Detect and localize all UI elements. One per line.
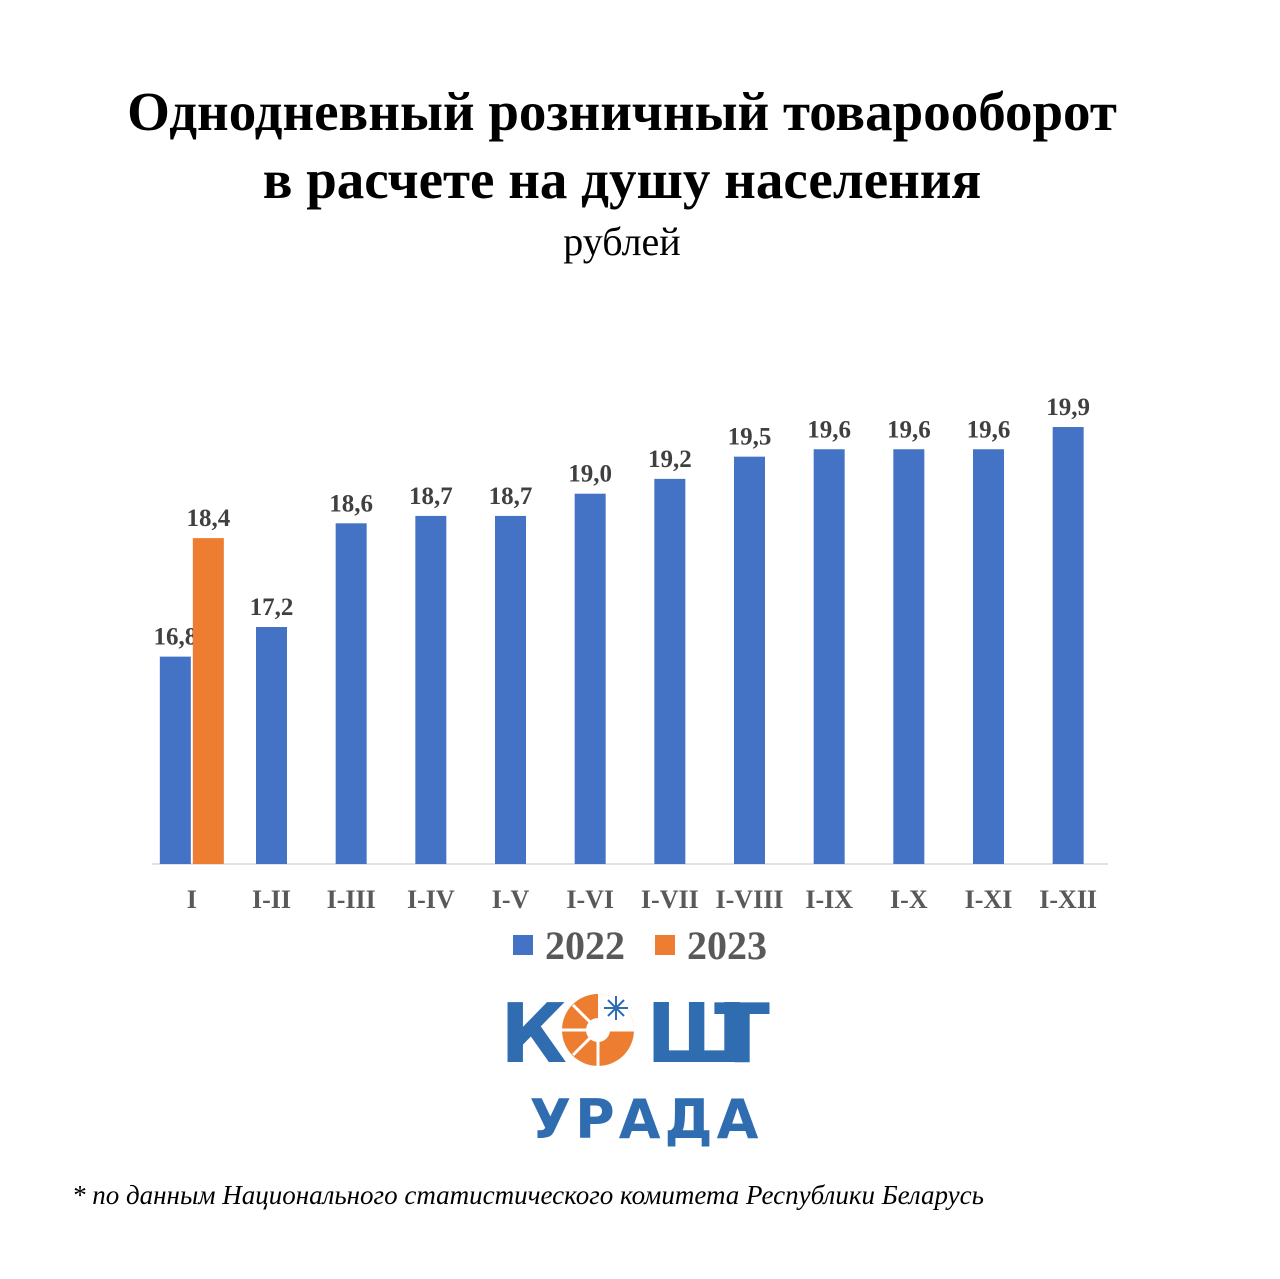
x-tick-label-I-VIII: I-VIII (716, 885, 784, 914)
data-label-2022-I-XII: 19,9 (1046, 394, 1090, 421)
data-label-2022-I: 16,8 (153, 624, 197, 651)
bar-2022-I (159, 656, 191, 864)
chart-title-line-1: Однодневный розничный товарооборот (127, 81, 1117, 142)
chart-subtitle: рублей (563, 219, 681, 264)
logo-letter-t: Т (714, 987, 770, 1080)
legend-swatch-2023 (655, 935, 675, 955)
chart-title: Однодневный розничный товарооборот в рас… (0, 78, 1244, 214)
bar-2022-I-VI (574, 493, 606, 864)
chart-legend: 2022 2023 (0, 918, 1280, 969)
chart-title-line-2: в расчете на душу населения (262, 149, 982, 210)
data-label-2022-I-III: 18,6 (329, 490, 373, 517)
x-tick-label-I-X: I-X (890, 885, 928, 914)
data-label-2022-I-IX: 19,6 (807, 416, 851, 443)
x-tick-label-I-II: I-II (252, 885, 291, 914)
bar-2022-I-IV (415, 515, 447, 864)
legend-label-2023: 2023 (687, 922, 767, 968)
legend-swatch-2022 (513, 935, 533, 955)
logo-letters-sht: Ш (646, 987, 747, 1080)
snowflake-icon (604, 996, 628, 1020)
x-tick-label-I-VI: I-VI (566, 885, 614, 914)
bar-2022-I-VIII (734, 456, 765, 864)
bar-2022-I-II (256, 627, 287, 864)
logo-urada: УРАДА (529, 1088, 763, 1151)
x-tick-label-I-XII: I-XII (1039, 885, 1097, 914)
data-label-2022-I-II: 17,2 (250, 594, 294, 621)
data-label-2022-I-X: 19,6 (887, 416, 931, 443)
data-label-2022-I-VII: 19,2 (648, 446, 692, 473)
legend-label-2022: 2022 (545, 922, 625, 968)
bar-2022-I-V (495, 515, 526, 864)
logo-orange-icon (562, 994, 634, 1066)
x-tick-label-I-V: I-V (492, 885, 530, 914)
logo-kosht: К Ш Т (500, 987, 770, 1080)
footnote: * по данным Национального статистическог… (72, 1180, 984, 1210)
bar-2023-I (192, 538, 224, 864)
x-tick-label-I-III: I-III (327, 885, 376, 914)
x-tick-label-I-IV: I-IV (407, 885, 455, 914)
x-tick-label-I-VII: I-VII (641, 885, 699, 914)
x-tick-label-I-IX: I-IX (805, 885, 853, 914)
bar-2022-I-VII (654, 478, 686, 864)
logo-letter-k: К (500, 987, 567, 1080)
bar-2022-I-X (893, 449, 925, 864)
data-label-2022-I-V: 18,7 (489, 483, 533, 510)
legend-item-2023: 2023 (655, 922, 767, 969)
data-label-2022-I-VI: 19,0 (568, 461, 612, 488)
bar-2022-I-XII (1052, 427, 1084, 864)
bar-2022-I-III (335, 523, 367, 864)
bar-2022-I-IX (813, 449, 845, 864)
data-label-2022-I-IV: 18,7 (409, 483, 453, 510)
bar-2022-I-XI (973, 449, 1004, 864)
data-label-2022-I-VIII: 19,5 (728, 424, 772, 451)
data-label-2022-I-XI: 19,6 (967, 416, 1011, 443)
data-label-2023-I: 18,4 (186, 505, 230, 532)
x-tick-label-I-XI: I-XI (965, 885, 1013, 914)
x-tick-label-I: I (187, 885, 197, 914)
legend-item-2022: 2022 (513, 922, 625, 969)
